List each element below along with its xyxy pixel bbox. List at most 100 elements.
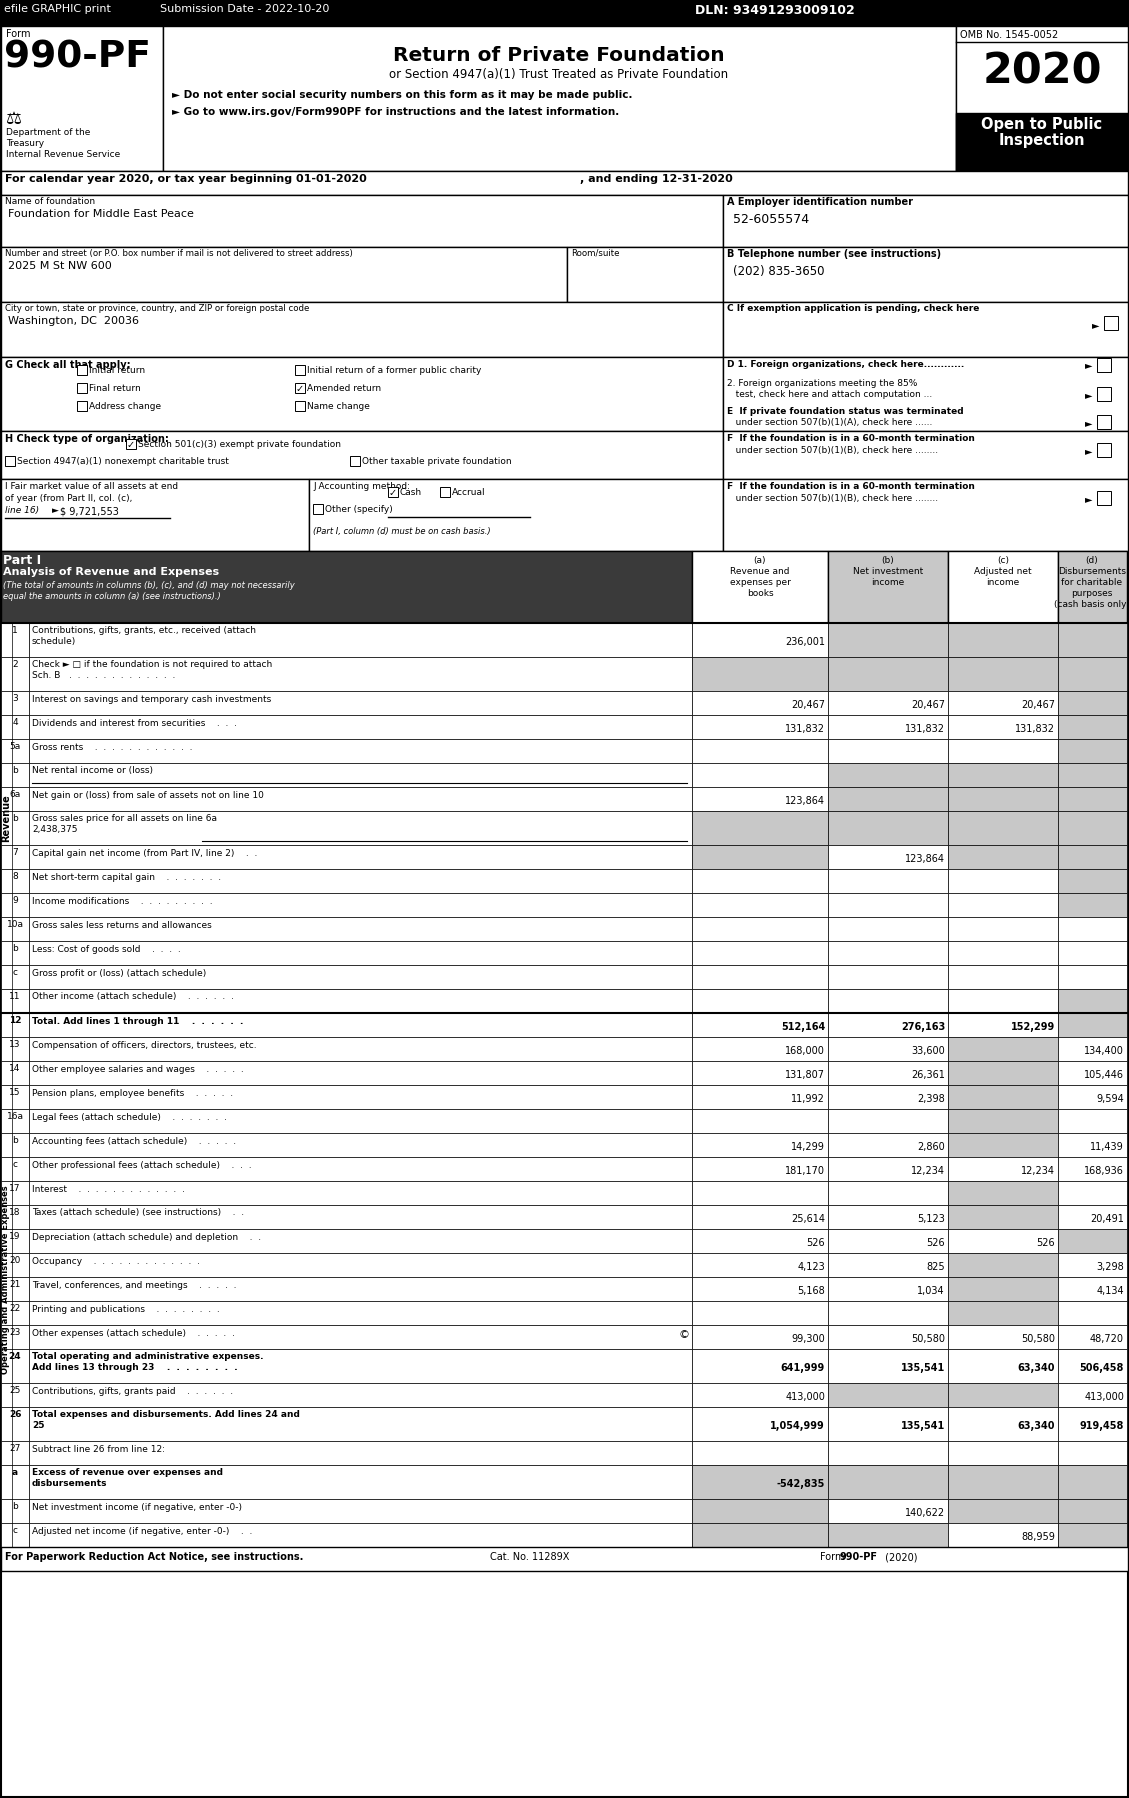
Bar	[29, 690, 692, 716]
Bar	[440, 487, 450, 496]
Text: 105,446: 105,446	[1084, 1070, 1124, 1081]
Bar	[1058, 1302, 1127, 1325]
Bar	[1058, 1230, 1127, 1253]
Bar	[828, 868, 948, 894]
Bar	[1058, 1325, 1127, 1348]
Text: 276,163: 276,163	[901, 1021, 945, 1032]
Bar	[1, 432, 723, 478]
Text: 7: 7	[12, 849, 18, 858]
Text: b: b	[12, 944, 18, 953]
Text: Less: Cost of goods sold    .  .  .  .: Less: Cost of goods sold . . . .	[32, 944, 181, 953]
Text: 6a: 6a	[9, 789, 20, 798]
Text: 63,340: 63,340	[1017, 1363, 1054, 1374]
Bar	[692, 894, 828, 917]
Bar	[1, 246, 567, 302]
Text: Revenue and: Revenue and	[730, 566, 790, 575]
Text: 48,720: 48,720	[1089, 1334, 1124, 1343]
Text: 21: 21	[9, 1280, 20, 1289]
Bar	[723, 194, 1128, 246]
Text: Net short-term capital gain    .  .  .  .  .  .  .: Net short-term capital gain . . . . . . …	[32, 872, 221, 881]
Bar	[1, 917, 29, 940]
Bar	[692, 966, 828, 989]
Text: 26: 26	[9, 1410, 21, 1419]
Bar	[1058, 1084, 1127, 1109]
Text: b: b	[12, 814, 18, 823]
Bar	[828, 550, 948, 622]
Bar	[956, 113, 1128, 171]
Text: 19: 19	[9, 1232, 20, 1241]
Text: Department of the: Department of the	[6, 128, 90, 137]
Text: ►: ►	[1085, 446, 1093, 457]
Bar	[1058, 716, 1127, 739]
Text: test, check here and attach computation ...: test, check here and attach computation …	[727, 390, 933, 399]
Bar	[5, 457, 15, 466]
Bar	[1097, 387, 1111, 401]
Text: 181,170: 181,170	[785, 1165, 825, 1176]
Bar	[1, 894, 29, 917]
Bar	[828, 966, 948, 989]
Bar	[692, 845, 828, 868]
Bar	[948, 1440, 1058, 1465]
Text: 20,467: 20,467	[791, 699, 825, 710]
Bar	[1058, 550, 1127, 622]
Text: Inspection: Inspection	[999, 133, 1085, 147]
Text: 20,467: 20,467	[911, 699, 945, 710]
Bar	[828, 1440, 948, 1465]
Bar	[29, 762, 692, 788]
Text: Analysis of Revenue and Expenses: Analysis of Revenue and Expenses	[3, 566, 219, 577]
Bar	[1058, 894, 1127, 917]
Text: (c): (c)	[997, 556, 1009, 565]
Text: 168,936: 168,936	[1084, 1165, 1124, 1176]
Bar	[1058, 1133, 1127, 1156]
Bar	[828, 1383, 948, 1408]
Bar	[1, 656, 29, 690]
Text: or Section 4947(a)(1) Trust Treated as Private Foundation: or Section 4947(a)(1) Trust Treated as P…	[390, 68, 728, 81]
Text: Gross rents    .  .  .  .  .  .  .  .  .  .  .  .: Gross rents . . . . . . . . . . . .	[32, 743, 193, 752]
Bar	[29, 1440, 692, 1465]
Bar	[828, 739, 948, 762]
Bar	[1, 1523, 29, 1546]
Text: Accounting fees (attach schedule)    .  .  .  .  .: Accounting fees (attach schedule) . . . …	[32, 1136, 236, 1145]
Bar	[1097, 442, 1111, 457]
Bar	[723, 478, 1128, 550]
Bar	[692, 989, 828, 1012]
Bar	[1, 1465, 29, 1500]
Text: C If exemption application is pending, check here: C If exemption application is pending, c…	[727, 304, 979, 313]
Bar	[692, 788, 828, 811]
Bar	[948, 1037, 1058, 1061]
Bar	[1058, 940, 1127, 966]
Bar	[77, 401, 87, 412]
Text: 413,000: 413,000	[785, 1392, 825, 1402]
Text: 4,134: 4,134	[1096, 1286, 1124, 1296]
Text: books: books	[746, 590, 773, 599]
Bar	[163, 25, 956, 171]
Text: 131,832: 131,832	[905, 725, 945, 734]
Bar	[1, 940, 29, 966]
Bar	[948, 788, 1058, 811]
Text: disbursements: disbursements	[32, 1480, 107, 1489]
Bar	[29, 1408, 692, 1440]
Bar	[313, 503, 323, 514]
Bar	[1058, 1253, 1127, 1277]
Bar	[29, 1109, 692, 1133]
Text: Other employee salaries and wages    .  .  .  .  .: Other employee salaries and wages . . . …	[32, 1064, 244, 1073]
Bar	[295, 365, 305, 376]
Text: (d): (d)	[1086, 556, 1099, 565]
Bar	[295, 383, 305, 394]
Text: -542,835: -542,835	[777, 1480, 825, 1489]
Text: Dividends and interest from securities    .  .  .: Dividends and interest from securities .…	[32, 719, 237, 728]
Text: Gross sales less returns and allowances: Gross sales less returns and allowances	[32, 921, 212, 930]
Bar	[948, 845, 1058, 868]
Text: schedule): schedule)	[32, 636, 77, 645]
Bar	[1104, 316, 1118, 331]
Text: Form: Form	[820, 1552, 848, 1562]
Bar	[1058, 1205, 1127, 1230]
Text: 12,234: 12,234	[1021, 1165, 1054, 1176]
Bar	[948, 1465, 1058, 1500]
Text: Taxes (attach schedule) (see instructions)    .  .: Taxes (attach schedule) (see instruction…	[32, 1208, 244, 1217]
Bar	[828, 845, 948, 868]
Bar	[692, 1277, 828, 1302]
Text: Total expenses and disbursements. Add lines 24 and: Total expenses and disbursements. Add li…	[32, 1410, 300, 1419]
Bar	[77, 383, 87, 394]
Text: of year (from Part II, col. (c),: of year (from Part II, col. (c),	[5, 494, 132, 503]
